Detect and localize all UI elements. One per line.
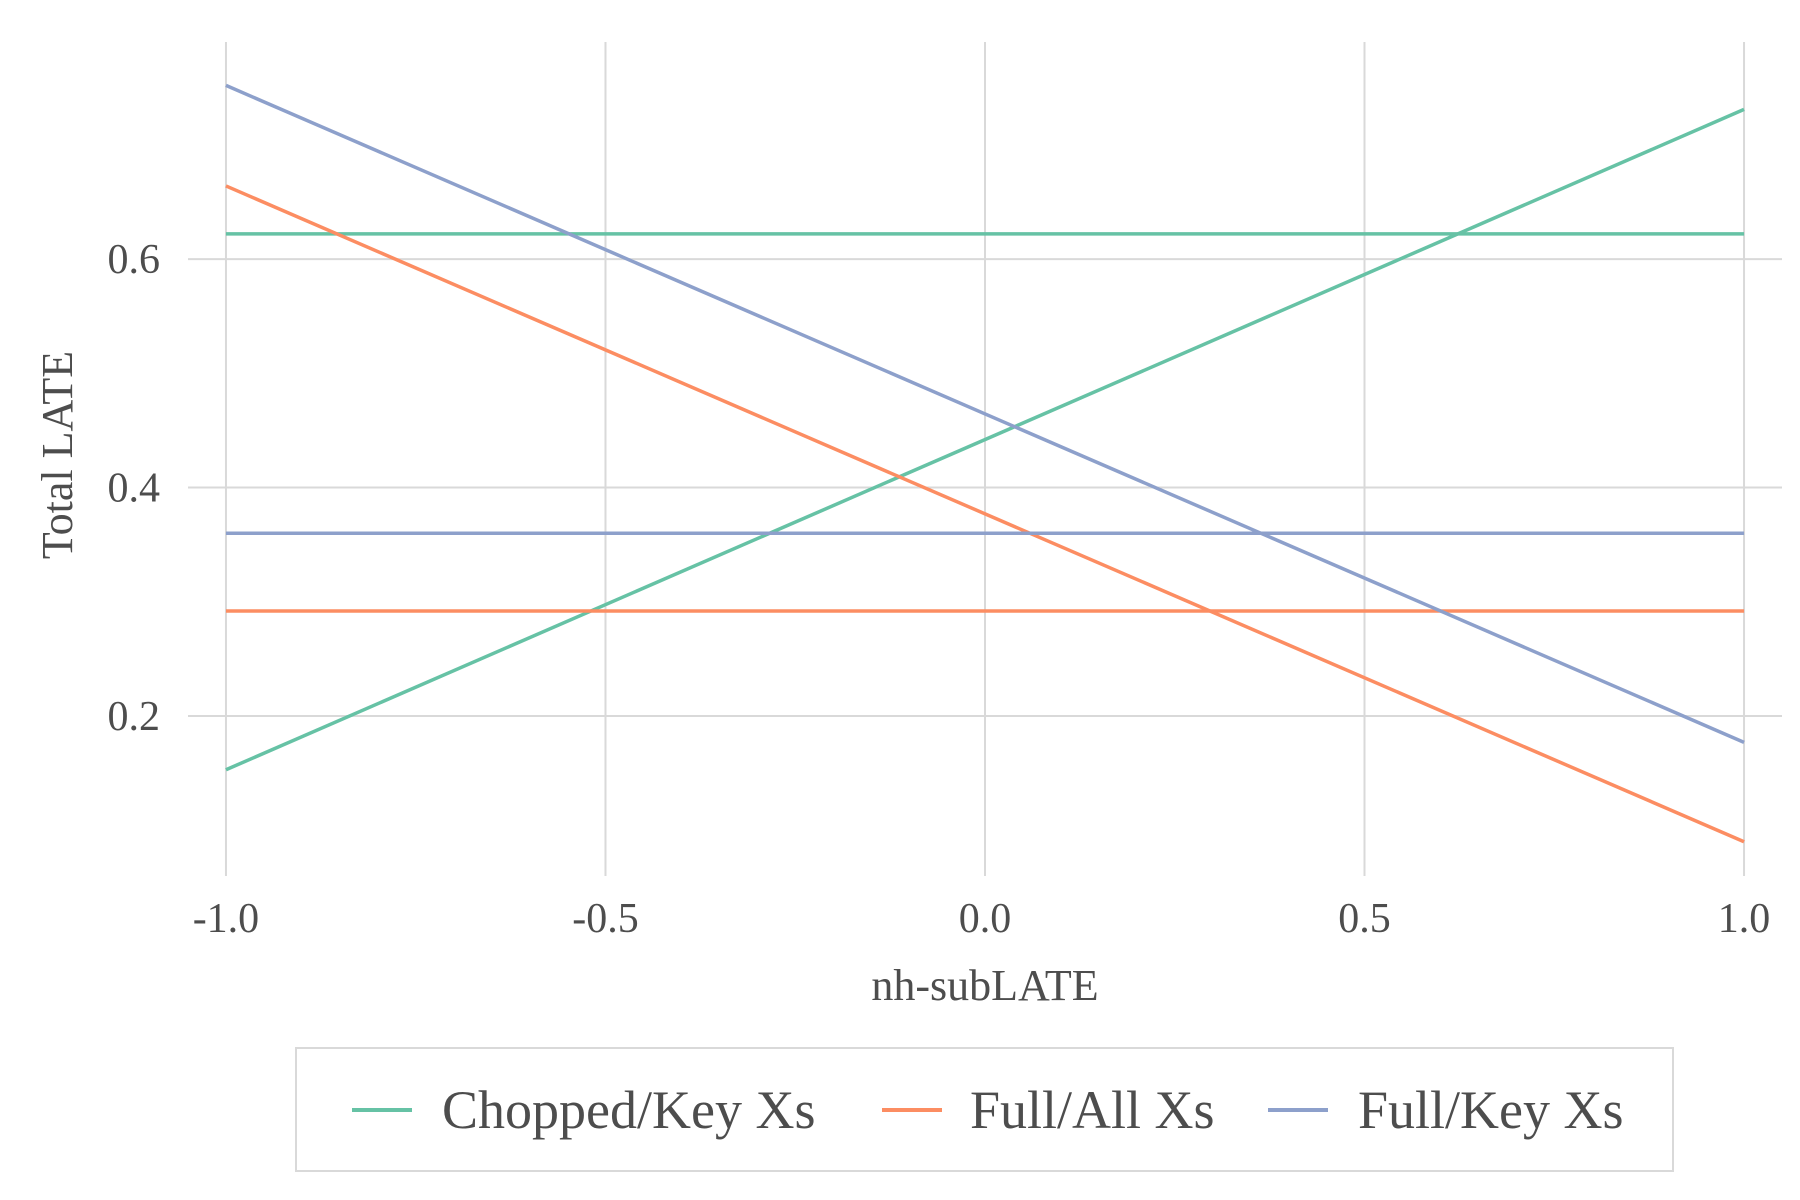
- x-tick-labels: -1.0 -0.5 0.0 0.5 1.0: [193, 896, 1771, 942]
- x-axis-title: nh-subLATE: [871, 961, 1098, 1010]
- y-tick-label: 0.4: [108, 466, 161, 512]
- x-tick-label: 1.0: [1718, 896, 1771, 942]
- legend-label-chopped-key-xs: Chopped/Key Xs: [442, 1080, 815, 1140]
- legend-box: [295, 1047, 1674, 1172]
- series-line-full-key-xs: [225, 83, 1745, 744]
- y-tick-label: 0.6: [108, 237, 161, 283]
- series-line-chopped-key-xs: [225, 107, 1745, 772]
- grid: [188, 42, 1782, 876]
- x-tick-label: 0.0: [959, 896, 1012, 942]
- series-line-full-all-xs: [225, 184, 1745, 844]
- legend: Chopped/Key Xs Full/All Xs Full/Key Xs: [295, 1047, 1674, 1172]
- y-tick-label: 0.2: [108, 694, 161, 740]
- y-axis-title: Total LATE: [33, 351, 82, 559]
- y-tick-labels: 0.2 0.4 0.6: [108, 237, 161, 740]
- legend-label-full-all-xs: Full/All Xs: [970, 1080, 1215, 1140]
- x-tick-label: -0.5: [572, 896, 639, 942]
- legend-label-full-key-xs: Full/Key Xs: [1358, 1080, 1624, 1140]
- x-tick-label: 0.5: [1338, 896, 1391, 942]
- x-tick-label: -1.0: [193, 896, 260, 942]
- series-lines: [225, 83, 1745, 844]
